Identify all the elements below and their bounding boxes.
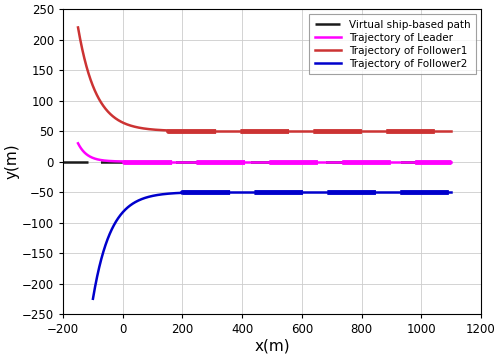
Y-axis label: y(m): y(m) bbox=[4, 144, 19, 179]
X-axis label: x(m): x(m) bbox=[254, 339, 290, 354]
Legend: Virtual ship-based path, Trajectory of Leader, Trajectory of Follower1, Trajecto: Virtual ship-based path, Trajectory of L… bbox=[310, 14, 476, 74]
